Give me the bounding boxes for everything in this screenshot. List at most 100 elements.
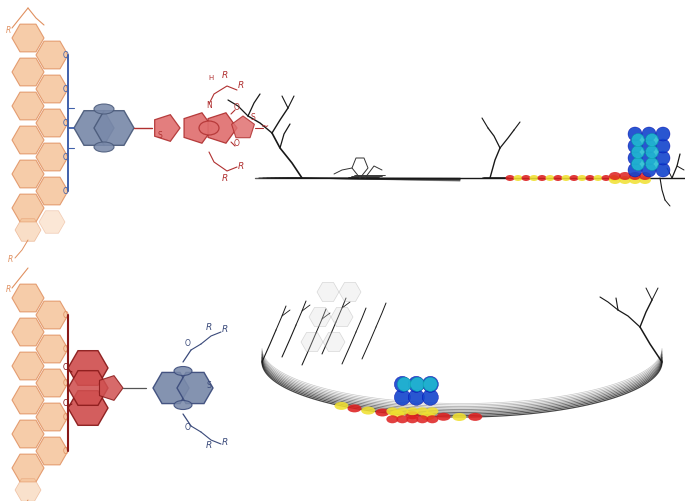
Text: H: H [208,75,214,81]
Text: O: O [63,399,69,408]
Ellipse shape [538,175,547,181]
Text: S: S [251,113,256,122]
Ellipse shape [174,400,192,409]
Ellipse shape [395,376,410,392]
Ellipse shape [586,175,595,181]
Ellipse shape [593,175,603,181]
Text: O: O [63,446,69,455]
Ellipse shape [397,415,408,423]
Text: O: O [63,363,69,372]
Ellipse shape [423,389,438,405]
Polygon shape [39,211,65,233]
Polygon shape [15,219,41,241]
Polygon shape [36,109,68,137]
Polygon shape [12,24,44,52]
Polygon shape [301,333,323,352]
Ellipse shape [416,407,428,415]
Ellipse shape [347,404,362,412]
Ellipse shape [426,407,438,415]
Text: R: R [222,71,228,80]
Text: O: O [185,423,191,432]
Polygon shape [99,376,123,400]
Ellipse shape [174,367,192,376]
Polygon shape [68,351,108,385]
Text: O: O [63,186,69,195]
Polygon shape [12,160,44,188]
Text: R: R [222,325,228,334]
Ellipse shape [553,175,562,181]
Ellipse shape [569,175,579,181]
Ellipse shape [426,415,438,423]
Text: O: O [63,85,69,94]
Text: O: O [63,119,69,127]
Polygon shape [331,308,353,327]
Ellipse shape [361,407,375,414]
Polygon shape [68,371,108,405]
Polygon shape [36,335,68,363]
Ellipse shape [639,176,651,184]
Polygon shape [317,283,339,302]
Ellipse shape [645,145,658,158]
Polygon shape [94,111,134,145]
Text: S: S [158,131,162,140]
Ellipse shape [397,407,408,415]
Text: R: R [222,174,228,183]
Ellipse shape [94,142,114,152]
Polygon shape [36,403,68,431]
Polygon shape [12,386,44,414]
Ellipse shape [395,389,410,405]
Text: O: O [234,139,240,148]
Ellipse shape [629,172,641,180]
Polygon shape [12,284,44,312]
Ellipse shape [628,163,642,177]
Ellipse shape [386,407,399,415]
Polygon shape [36,177,68,205]
Ellipse shape [421,412,435,420]
Ellipse shape [642,139,656,153]
Ellipse shape [645,157,658,170]
Text: R: R [5,26,11,35]
Ellipse shape [397,377,412,391]
Ellipse shape [545,175,554,181]
Ellipse shape [521,175,530,181]
Text: O: O [63,378,69,387]
Polygon shape [36,75,68,103]
Ellipse shape [506,175,514,181]
Polygon shape [309,308,331,327]
Ellipse shape [406,411,419,419]
Text: O: O [63,412,69,421]
Ellipse shape [423,377,437,391]
Polygon shape [153,372,189,404]
Text: N: N [206,101,212,110]
Ellipse shape [632,145,645,158]
Text: O: O [185,339,191,348]
Ellipse shape [628,151,642,165]
Ellipse shape [656,139,670,153]
Ellipse shape [408,376,425,392]
Text: R: R [5,286,11,295]
Polygon shape [36,301,68,329]
Ellipse shape [609,176,621,184]
Text: ~: ~ [261,122,269,132]
Ellipse shape [514,175,523,181]
Ellipse shape [416,415,428,423]
Text: R: R [238,81,244,90]
Ellipse shape [94,104,114,114]
Ellipse shape [628,139,642,153]
Polygon shape [36,143,68,171]
Ellipse shape [577,175,586,181]
Text: O: O [234,103,240,112]
Polygon shape [36,437,68,465]
Ellipse shape [386,415,399,423]
Ellipse shape [530,175,538,181]
Polygon shape [12,194,44,222]
Ellipse shape [390,410,404,418]
Text: R: R [206,441,212,450]
Ellipse shape [199,121,219,135]
Polygon shape [323,333,345,352]
Ellipse shape [334,402,349,410]
Polygon shape [232,116,254,138]
Ellipse shape [632,157,645,170]
Polygon shape [12,58,44,86]
Polygon shape [339,283,361,302]
